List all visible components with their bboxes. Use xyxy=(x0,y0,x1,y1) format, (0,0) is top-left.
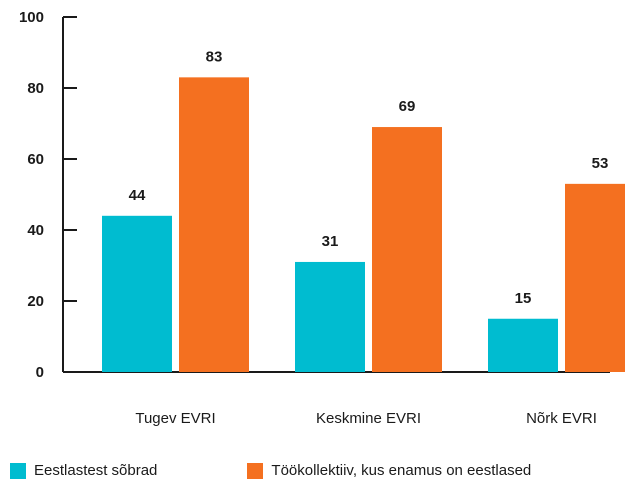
y-tick-label: 0 xyxy=(36,364,44,381)
bar-chart: 0 20 40 60 80 100 44 31 15 83 69 53 Tugev EVRI Kesk… xyxy=(19,9,625,427)
data-labels: 44 31 15 83 69 53 xyxy=(129,48,609,306)
y-tick-label: 40 xyxy=(27,222,44,239)
data-label: 69 xyxy=(399,98,416,115)
x-category-label: Nõrk EVRI xyxy=(526,410,597,427)
legend-label-series-2: Töökollektiiv, kus enamus on eestlased xyxy=(271,462,532,479)
category-labels: Tugev EVRI Keskmine EVRI Nõrk EVRI xyxy=(135,410,597,427)
legend-label-series-1: Eestlastest sõbrad xyxy=(34,462,158,479)
y-tick-label: 100 xyxy=(19,9,44,26)
y-tick-label: 60 xyxy=(27,151,44,168)
legend-item-series-2: Töökollektiiv, kus enamus on eestlased xyxy=(247,462,531,479)
x-category-label: Keskmine EVRI xyxy=(316,410,421,427)
bar-series-2 xyxy=(372,127,442,372)
bar-series-1 xyxy=(295,261,365,372)
data-label: 31 xyxy=(322,233,339,250)
bar-series-1 xyxy=(488,318,558,372)
bars xyxy=(102,77,625,372)
data-label: 44 xyxy=(129,187,146,204)
bar-series-2 xyxy=(565,183,625,372)
legend-swatch-series-2 xyxy=(247,462,264,479)
data-label: 15 xyxy=(515,290,532,307)
y-tick-label: 80 xyxy=(27,80,44,97)
bar-series-1 xyxy=(102,215,172,372)
legend: Eestlastest sõbrad Töökollektiiv, kus en… xyxy=(10,462,621,479)
y-tick-label: 20 xyxy=(27,293,44,310)
legend-item-series-1: Eestlastest sõbrad xyxy=(10,462,157,479)
legend-swatch-series-1 xyxy=(10,462,26,479)
data-label: 53 xyxy=(592,155,609,172)
data-label: 83 xyxy=(206,48,223,65)
x-category-label: Tugev EVRI xyxy=(135,410,215,427)
bar-series-2 xyxy=(179,77,249,372)
